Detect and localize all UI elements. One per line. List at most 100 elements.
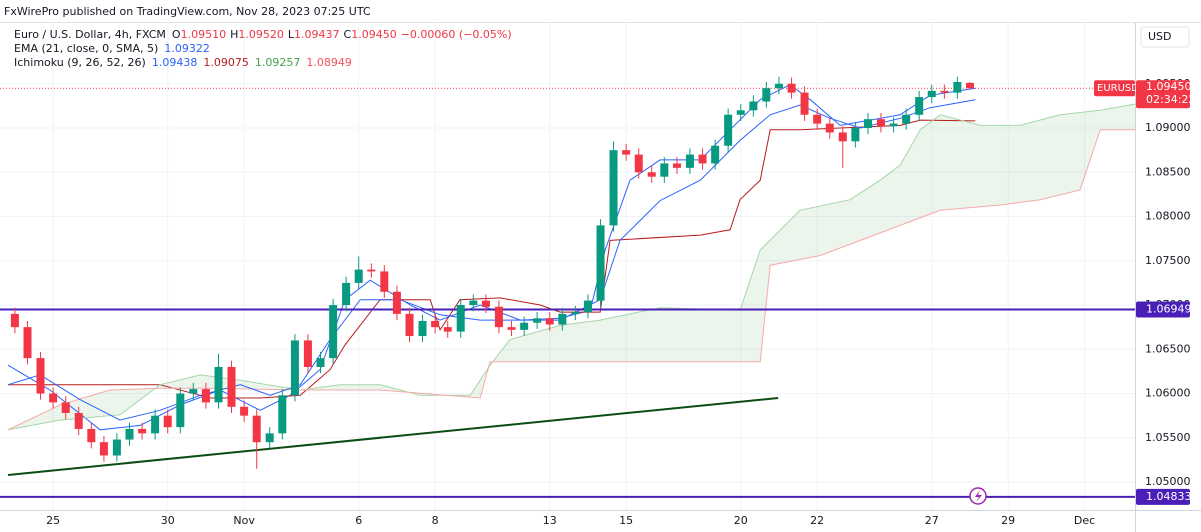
ichimoku-line: [8, 119, 976, 399]
candle-body: [685, 154, 694, 168]
candle-body: [813, 114, 822, 124]
ichimoku-value: 1.08949: [306, 56, 352, 69]
candle-body: [647, 172, 656, 177]
candle-body: [507, 327, 516, 330]
candle-body: [749, 101, 758, 111]
candle-body: [520, 322, 529, 330]
candle-body: [392, 291, 401, 314]
candle-body: [596, 225, 605, 301]
y-tick-label: 1.06000: [1145, 387, 1191, 400]
candle-body: [774, 83, 783, 89]
ichimoku-value: 1.09257: [255, 56, 301, 69]
x-tick-label: 30: [161, 514, 175, 527]
candle-body: [49, 393, 58, 403]
grid: [0, 22, 1135, 510]
trend-line: [7, 396, 779, 476]
candle-body: [354, 269, 363, 283]
candle-body: [711, 145, 720, 164]
x-tick-label: 15: [619, 514, 633, 527]
y-tick-label: 1.08500: [1145, 165, 1191, 178]
ichimoku-value: 1.09075: [203, 56, 249, 69]
candle-body: [634, 154, 643, 173]
candle-body: [125, 428, 134, 440]
symbol-tag-label: EURUSD: [1097, 83, 1139, 94]
ohlc-key: O: [172, 28, 181, 41]
event-icon-bolt: [975, 490, 982, 502]
level-tag: [1136, 488, 1190, 505]
candle-body: [800, 92, 809, 115]
ohlc-value: 1.09510: [181, 28, 227, 41]
x-tick-label: 13: [543, 514, 557, 527]
x-tick-label: 20: [734, 514, 748, 527]
candle-body: [189, 389, 198, 394]
ema-legend: EMA (21, close, 0, SMA, 5) 1.09322: [14, 42, 210, 55]
candle-body: [698, 154, 707, 164]
candle-body: [252, 415, 261, 443]
candle-body: [915, 97, 924, 115]
candle-body: [558, 313, 567, 325]
candle-body: [23, 327, 32, 359]
candle-body: [214, 366, 223, 403]
candle-body: [583, 300, 592, 313]
candle-body: [112, 439, 121, 456]
candle-body: [290, 340, 299, 396]
candle-body: [724, 114, 733, 146]
candle-body: [927, 90, 936, 98]
candle-body: [762, 88, 771, 102]
candle-body: [953, 82, 962, 93]
candle-body: [240, 406, 249, 416]
candle-body: [10, 313, 19, 328]
ohlc-key: C: [344, 28, 352, 41]
level-tag-label: 1.06949: [1146, 303, 1192, 316]
ema-name: EMA (21, close, 0, SMA, 5): [14, 42, 158, 55]
candle-body: [87, 428, 96, 443]
candle-body: [367, 269, 376, 272]
y-tick-label: 1.08000: [1145, 210, 1191, 223]
candle-body: [99, 442, 108, 456]
y-tick-label: 1.07500: [1145, 254, 1191, 267]
candle-body: [329, 305, 338, 359]
y-tick-label: 1.05500: [1145, 431, 1191, 444]
y-tick-label: 1.06500: [1145, 342, 1191, 355]
ohlc-key: H: [230, 28, 238, 41]
candle-body: [736, 110, 745, 115]
ichimoku-value: 1.09438: [152, 56, 198, 69]
candle-body: [902, 114, 911, 124]
candle-body: [61, 402, 70, 414]
countdown: 02:34:22: [1146, 93, 1195, 106]
x-tick-label: 8: [432, 514, 439, 527]
ichimoku-line: [7, 103, 1135, 431]
candle-body: [494, 306, 503, 328]
y-tick-label: 1.09000: [1145, 121, 1191, 134]
candle-body: [863, 119, 872, 129]
ichimoku-legend: Ichimoku (9, 26, 52, 26) 1.09438 1.09075 1.…: [14, 56, 352, 69]
candle-body: [481, 300, 490, 307]
y-tick-label: 1.05000: [1145, 475, 1191, 488]
candle-body: [265, 433, 274, 443]
candle-body: [74, 413, 83, 429]
candle-body: [201, 389, 210, 403]
price-tag-label: 1.09450: [1146, 80, 1192, 93]
candle-body: [940, 90, 949, 93]
symbol-legend: Euro / U.S. Dollar, 4h, FXCM O1.09510 H1.0…: [14, 28, 512, 41]
candle-body: [316, 358, 325, 367]
candle-body: [278, 395, 287, 434]
candle-body: [825, 123, 834, 133]
level-tag-label: 1.04833: [1146, 490, 1192, 503]
candle-body: [405, 313, 414, 337]
symbol-title: Euro / U.S. Dollar, 4h, FXCM: [14, 28, 166, 41]
candle-body: [303, 340, 312, 367]
x-tick-label: 29: [1001, 514, 1015, 527]
candle-body: [380, 271, 389, 292]
candle-body: [151, 415, 160, 434]
currency[interactable]: USD: [1148, 30, 1172, 43]
axes: 1.050001.055001.060001.065001.070001.075…: [46, 77, 1195, 527]
publisher: FxWirePro published on TradingView.com, …: [4, 5, 371, 18]
ichimoku-name: Ichimoku (9, 26, 52, 26): [14, 56, 146, 69]
currency-button[interactable]: [1140, 26, 1190, 48]
x-tick-label: Nov: [233, 514, 255, 527]
candle-body: [545, 318, 554, 325]
x-tick-label: 6: [355, 514, 362, 527]
candle-body: [138, 428, 147, 434]
